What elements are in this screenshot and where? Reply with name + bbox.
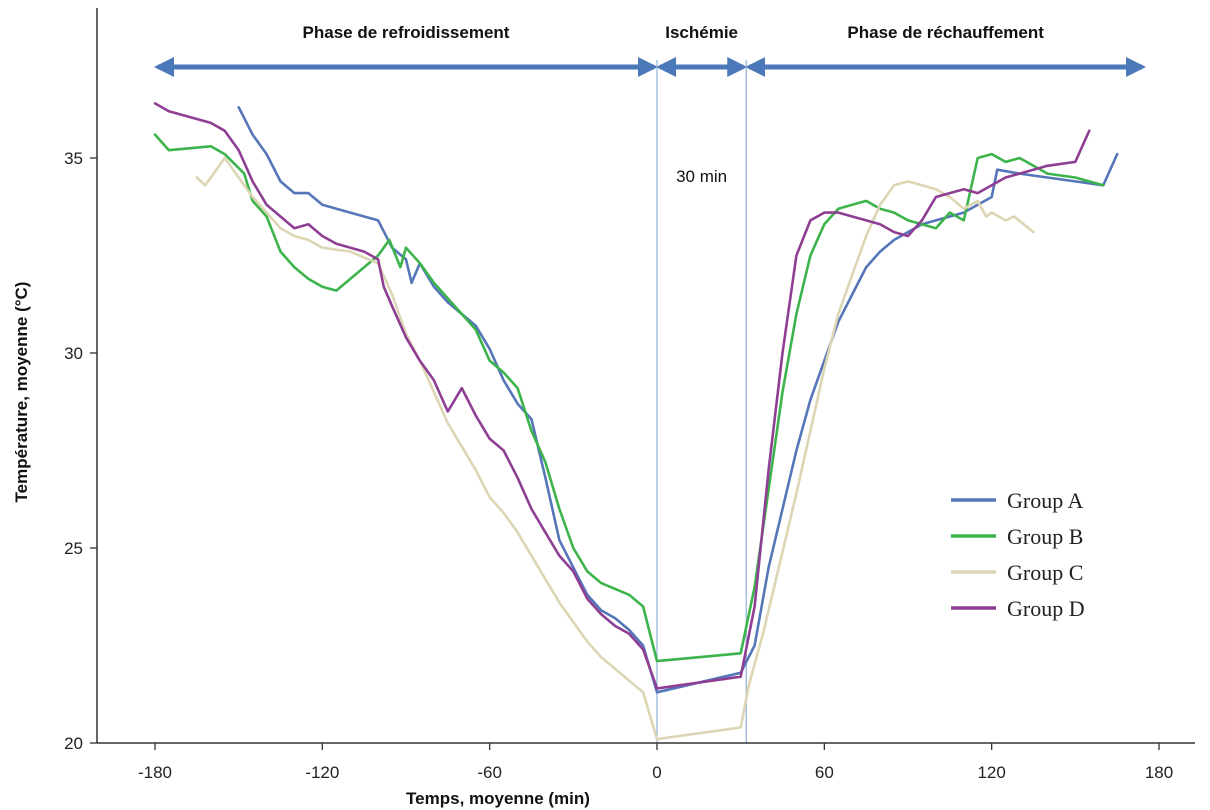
- x-tick-label: -60: [477, 763, 502, 782]
- legend-label: Group B: [1007, 524, 1083, 549]
- legend: Group A Group B Group C Group D: [951, 488, 1085, 621]
- x-tick-label: -180: [138, 763, 172, 782]
- x-tick-label: 60: [815, 763, 834, 782]
- x-tick-label: 0: [652, 763, 661, 782]
- series-lines: [153, 102, 1119, 741]
- phase-label: Phase de refroidissement: [303, 23, 510, 42]
- series-line-group-b: [153, 133, 1105, 663]
- x-tick-label: 180: [1145, 763, 1173, 782]
- ischemia-duration-label: 30 min: [676, 167, 727, 186]
- legend-label: Group D: [1007, 596, 1085, 621]
- y-axis-title: Température, moyenne (°C): [12, 282, 31, 503]
- axis-ticks: -180 -120 -60 0 60 120 180 20 25 30 35: [64, 149, 1173, 782]
- phase-annotations: Phase de refroidissement Ischémie Phase de…: [154, 23, 1147, 743]
- phase-label: Ischémie: [665, 23, 738, 42]
- y-tick-label: 25: [64, 539, 83, 558]
- legend-label: Group C: [1007, 560, 1083, 585]
- legend-label: Group A: [1007, 488, 1084, 513]
- x-tick-label: -120: [305, 763, 339, 782]
- series-line-group-c: [195, 156, 1035, 741]
- y-tick-label: 35: [64, 149, 83, 168]
- x-axis-title: Temps, moyenne (min): [406, 789, 590, 808]
- series-line-group-a: [237, 106, 1119, 694]
- x-tick-label: 120: [977, 763, 1005, 782]
- axes: [96, 8, 1195, 744]
- y-tick-label: 20: [64, 734, 83, 753]
- phase-label: Phase de réchauffement: [847, 23, 1044, 42]
- series-line-group-d: [153, 102, 1091, 690]
- y-tick-label: 30: [64, 344, 83, 363]
